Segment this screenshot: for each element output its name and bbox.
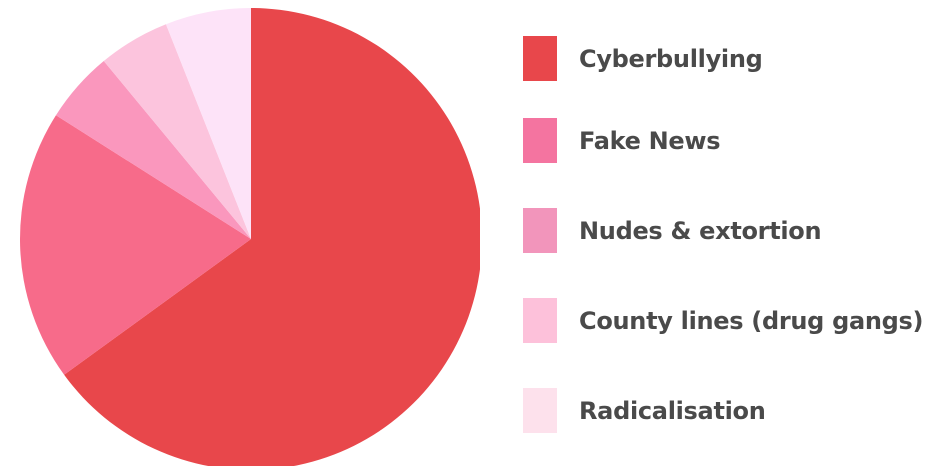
pie-slices <box>19 7 480 466</box>
pie-slice-cyberbullying <box>64 8 480 466</box>
pie-slice-fake-news <box>19 115 251 375</box>
legend-label-nudes-extortion: Nudes & extortion <box>579 216 822 245</box>
legend-swatch-fake-news <box>523 118 557 163</box>
legend-swatch-nudes-extortion <box>523 208 557 253</box>
legend-item-radicalisation: Radicalisation <box>523 388 766 433</box>
pie-chart <box>19 7 480 466</box>
legend-item-cyberbullying: Cyberbullying <box>523 36 763 81</box>
legend-label-fake-news: Fake News <box>579 126 721 155</box>
legend-label-cyberbullying: Cyberbullying <box>579 44 763 73</box>
legend-swatch-cyberbullying <box>523 36 557 81</box>
legend-label-radicalisation: Radicalisation <box>579 396 766 425</box>
pie-slice-county-lines-drug-gangs <box>103 24 251 239</box>
pie-slice-nudes-extortion <box>55 61 252 240</box>
legend-item-fake-news: Fake News <box>523 118 721 163</box>
legend-item-nudes-extortion: Nudes & extortion <box>523 208 822 253</box>
legend-label-county-lines: County lines (drug gangs) <box>579 306 924 335</box>
legend-swatch-county-lines <box>523 298 557 343</box>
legend-item-county-lines: County lines (drug gangs) <box>523 298 924 343</box>
pie-slice-radicalisation <box>165 7 251 239</box>
legend-swatch-radicalisation <box>523 388 557 433</box>
